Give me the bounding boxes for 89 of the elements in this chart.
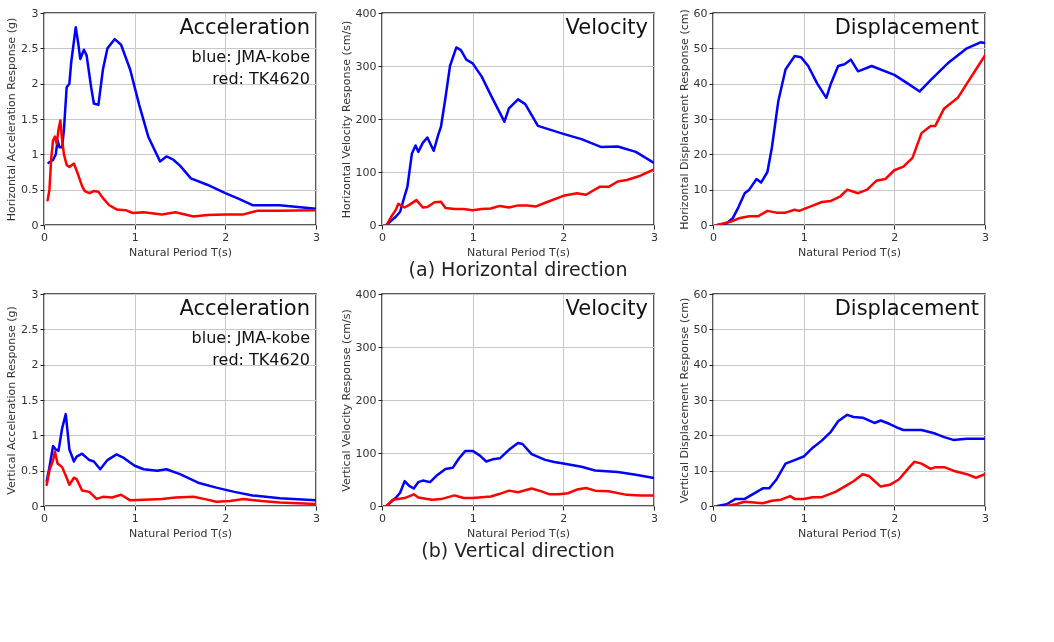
x-tick-label: 0 bbox=[41, 511, 48, 525]
y-tick-label: 30 bbox=[693, 393, 708, 407]
x-tick-label: 1 bbox=[469, 511, 477, 525]
y-tick-label: 1.5 bbox=[21, 393, 39, 407]
y-axis-title: Vertical Displacement Response (cm) bbox=[677, 297, 691, 504]
y-tick-label: 100 bbox=[355, 446, 377, 460]
y-axis-title: Vertical Velocity Response (cm/s) bbox=[339, 309, 353, 492]
x-tick-label: 0 bbox=[379, 511, 386, 525]
annotation: Acceleration bbox=[179, 296, 310, 320]
y-tick-label: 2 bbox=[31, 77, 39, 91]
x-tick-label: 2 bbox=[560, 511, 568, 525]
y-tick-label: 2.5 bbox=[21, 322, 39, 336]
x-tick-label: 0 bbox=[710, 511, 717, 525]
line-series bbox=[725, 460, 985, 506]
x-tick-label: 2 bbox=[891, 230, 899, 244]
x-axis-title: Natural Period T(s) bbox=[467, 526, 570, 540]
y-tick-label: 300 bbox=[355, 59, 377, 73]
y-tick-label: 1.5 bbox=[21, 112, 39, 126]
annotation: Velocity bbox=[565, 15, 648, 39]
x-tick-label: 1 bbox=[469, 230, 477, 244]
x-tick-label: 0 bbox=[41, 230, 48, 244]
y-tick-label: 50 bbox=[693, 41, 708, 55]
y-axis-title: Vertical Acceleration Response (g) bbox=[5, 306, 19, 495]
y-axis-title: Horizontal Velocity Response (cm/s) bbox=[339, 20, 353, 219]
y-tick-label: 60 bbox=[693, 6, 708, 20]
x-axis-title: Natural Period T(s) bbox=[129, 526, 232, 540]
x-tick-label: 2 bbox=[222, 230, 230, 244]
annotation: blue: JMA-kobe bbox=[191, 328, 310, 347]
y-tick-label: 100 bbox=[355, 165, 377, 179]
x-tick-label: 0 bbox=[710, 230, 717, 244]
annotation: red: TK4620 bbox=[212, 69, 310, 88]
y-tick-label: 2.5 bbox=[21, 41, 39, 55]
y-tick-label: 3 bbox=[31, 6, 39, 20]
y-tick-label: 400 bbox=[355, 287, 377, 301]
y-tick-label: 0.5 bbox=[21, 464, 39, 478]
y-tick-label: 0 bbox=[31, 499, 39, 513]
y-tick-label: 400 bbox=[355, 6, 377, 20]
x-tick-label: 2 bbox=[891, 511, 899, 525]
x-tick-label: 3 bbox=[313, 511, 320, 525]
y-axis-title: Horizontal Displacement Response (cm) bbox=[677, 9, 691, 230]
x-tick-label: 2 bbox=[222, 511, 230, 525]
line-series bbox=[46, 119, 316, 218]
y-tick-label: 200 bbox=[355, 112, 377, 126]
x-axis-title: Natural Period T(s) bbox=[798, 245, 901, 259]
x-tick-label: 1 bbox=[800, 230, 808, 244]
y-tick-label: 10 bbox=[693, 183, 708, 197]
x-tick-label: 3 bbox=[651, 511, 658, 525]
y-tick-label: 0 bbox=[700, 499, 708, 513]
y-tick-label: 3 bbox=[31, 287, 39, 301]
y-tick-label: 20 bbox=[693, 147, 708, 161]
y-tick-label: 60 bbox=[693, 287, 708, 301]
x-axis-title: Natural Period T(s) bbox=[129, 245, 232, 259]
y-tick-label: 200 bbox=[355, 393, 377, 407]
y-axis-title: Horizontal Acceleration Response (g) bbox=[5, 17, 19, 222]
y-tick-label: 40 bbox=[693, 77, 708, 91]
x-axis-title: Natural Period T(s) bbox=[467, 245, 570, 259]
y-tick-label: 0 bbox=[369, 218, 377, 232]
y-tick-label: 0 bbox=[700, 218, 708, 232]
y-tick-label: 2 bbox=[31, 358, 39, 372]
x-tick-label: 2 bbox=[560, 230, 568, 244]
annotation: Velocity bbox=[565, 296, 648, 320]
y-tick-label: 300 bbox=[355, 340, 377, 354]
text: (b) Vertical direction bbox=[421, 539, 615, 561]
text: (a) Horizontal direction bbox=[408, 258, 628, 280]
y-tick-label: 0.5 bbox=[21, 183, 39, 197]
y-tick-label: 40 bbox=[693, 358, 708, 372]
x-tick-label: 1 bbox=[131, 511, 139, 525]
y-tick-label: 0 bbox=[369, 499, 377, 513]
annotation: blue: JMA-kobe bbox=[191, 47, 310, 66]
line-series bbox=[45, 412, 316, 502]
y-tick-label: 0 bbox=[31, 218, 39, 232]
y-tick-label: 30 bbox=[693, 112, 708, 126]
x-tick-label: 3 bbox=[982, 230, 989, 244]
x-tick-label: 3 bbox=[982, 511, 989, 525]
annotation: Displacement bbox=[834, 15, 979, 39]
x-axis-title: Natural Period T(s) bbox=[798, 526, 901, 540]
y-tick-label: 10 bbox=[693, 464, 708, 478]
x-tick-label: 0 bbox=[379, 230, 386, 244]
y-tick-label: 20 bbox=[693, 428, 708, 442]
x-tick-label: 3 bbox=[651, 230, 658, 244]
annotation: red: TK4620 bbox=[212, 350, 310, 369]
y-tick-label: 1 bbox=[31, 147, 39, 161]
x-tick-label: 3 bbox=[313, 230, 320, 244]
x-tick-label: 1 bbox=[800, 511, 808, 525]
annotation: Displacement bbox=[834, 296, 979, 320]
y-tick-label: 50 bbox=[693, 322, 708, 336]
y-tick-label: 1 bbox=[31, 428, 39, 442]
annotation: Acceleration bbox=[179, 15, 310, 39]
x-tick-label: 1 bbox=[131, 230, 139, 244]
